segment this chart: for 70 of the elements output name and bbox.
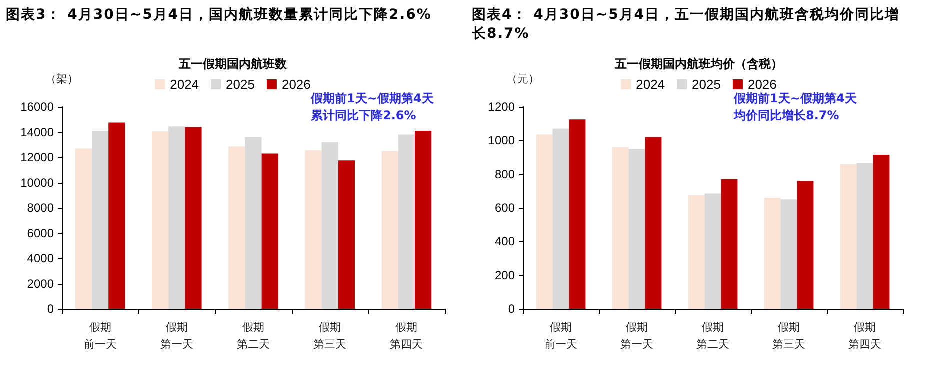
- y-tick-label: 6000: [27, 226, 54, 240]
- bar: [92, 130, 109, 309]
- annotation: 假期前1天~假期第4天累计同比下降2.6%: [310, 92, 435, 122]
- x-tick-label: 假期第二天: [237, 321, 270, 351]
- bar: [780, 200, 798, 309]
- bar: [228, 146, 246, 309]
- bar: [262, 154, 278, 309]
- y-tick-label: 16000: [20, 100, 54, 114]
- y-tick-label: 400: [494, 234, 516, 249]
- legend-label: 2025: [692, 77, 721, 92]
- bar: [569, 120, 586, 309]
- x-tick-label: 假期第一天: [620, 321, 654, 351]
- y-tick-label: 800: [494, 167, 516, 182]
- bar: [108, 122, 126, 309]
- y-axis-title: （元）: [506, 74, 540, 86]
- bar: [322, 142, 338, 309]
- x-tick-label: 假期前一天: [84, 321, 117, 351]
- legend-label: 2024: [170, 77, 200, 92]
- y-tick-label: 14000: [20, 125, 54, 140]
- x-tick-label: 假期第四天: [848, 321, 882, 351]
- y-tick-label: 600: [494, 201, 516, 215]
- bar: [797, 181, 814, 309]
- x-tick-label: 假期第三天: [772, 321, 806, 351]
- bar: [764, 198, 781, 309]
- bar: [338, 160, 355, 309]
- bar: [185, 127, 202, 309]
- y-tick-label: 2000: [27, 276, 54, 291]
- y-tick-label: 200: [494, 268, 516, 282]
- chart-title: 图表4： 4月30日~5月4日，五一假期国内航班含税均价同比增长8.7%: [472, 6, 902, 44]
- y-tick-label: 0: [508, 302, 516, 316]
- chart-subtitle: 五一假期国内航班均价（含税）: [614, 57, 783, 71]
- x-tick-label: 假期第二天: [696, 321, 730, 351]
- chart-title: 图表3： 4月30日~5月4日，国内航班数量累计同比下降2.6%: [6, 6, 433, 25]
- y-axis-title: （架）: [46, 72, 78, 86]
- bar: [245, 137, 262, 309]
- x-tick-label: 假期前一天: [544, 321, 578, 351]
- y-tick-label: 0: [47, 302, 54, 316]
- bar: [840, 164, 857, 309]
- bar: [415, 130, 432, 309]
- x-tick-label: 假期第三天: [314, 321, 347, 351]
- legend-label: 2026: [282, 77, 311, 92]
- bar: [721, 179, 738, 309]
- bar: [536, 134, 553, 309]
- bar: [628, 149, 646, 309]
- legend-label: 2026: [748, 77, 777, 92]
- y-tick-label: 8000: [27, 201, 54, 215]
- bar: [688, 195, 705, 309]
- chart-subtitle: 五一假期国内航班数: [178, 57, 288, 71]
- bar: [305, 150, 322, 309]
- y-tick-label: 4000: [27, 252, 54, 266]
- legend-label: 2025: [226, 77, 255, 92]
- y-tick-label: 1000: [488, 134, 516, 148]
- bar: [168, 126, 186, 309]
- bar: [152, 132, 169, 309]
- bar: [382, 151, 398, 309]
- y-tick-label: 10000: [20, 176, 54, 190]
- bar: [873, 154, 890, 309]
- bar: [612, 147, 629, 309]
- annotation: 假期前1天~假期第4天均价同比增长8.7%: [733, 92, 858, 122]
- bar: [552, 128, 570, 309]
- bar: [75, 148, 92, 309]
- bar: [704, 194, 722, 309]
- bar: [645, 137, 662, 309]
- bar: [856, 163, 874, 309]
- x-tick-label: 假期第四天: [390, 321, 424, 351]
- y-tick-label: 12000: [20, 150, 54, 164]
- y-tick-label: 1200: [488, 100, 516, 114]
- bar: [398, 134, 415, 309]
- x-tick-label: 假期第一天: [160, 321, 194, 351]
- legend-label: 2024: [636, 77, 666, 92]
